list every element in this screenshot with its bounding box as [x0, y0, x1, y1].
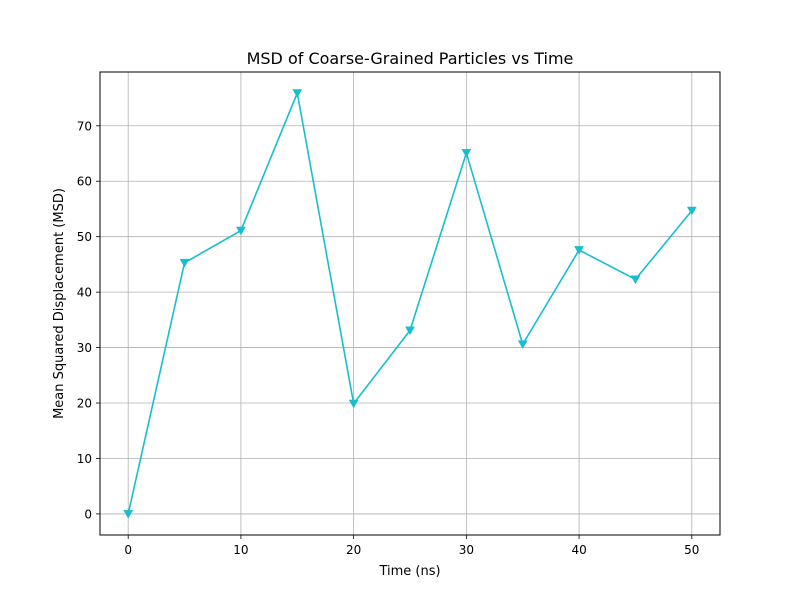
data-point	[179, 258, 190, 268]
data-point	[630, 275, 641, 285]
data-point	[517, 340, 528, 350]
series-layer	[123, 89, 697, 519]
data-point	[292, 89, 303, 98]
x-tick-label: 30	[459, 543, 474, 557]
chart-title: MSD of Coarse-Grained Particles vs Time	[247, 49, 574, 68]
y-tick-label: 60	[77, 175, 92, 189]
y-tick-label: 0	[84, 507, 92, 521]
data-point	[405, 326, 415, 336]
y-axis-label: Mean Squared Displacement (MSD)	[52, 188, 67, 419]
x-axis-label: Time (ns)	[378, 564, 440, 579]
y-tick-label: 10	[77, 452, 92, 466]
data-point	[235, 226, 246, 236]
x-tick-label: 10	[233, 543, 248, 557]
y-tick-label: 70	[77, 119, 92, 133]
data-point	[686, 206, 697, 216]
x-tick-label: 40	[571, 543, 586, 557]
x-tick-label: 50	[684, 543, 699, 557]
grid	[100, 72, 720, 535]
data-point	[461, 149, 472, 158]
plot-frame	[99, 71, 721, 536]
y-tick-label: 30	[77, 341, 92, 355]
data-point	[123, 510, 134, 519]
y-tick-label: 50	[77, 230, 92, 244]
ticks: 0 10 20 30 40 50 0 10 20 30 40 50 60 70	[77, 119, 700, 557]
x-tick-label: 20	[346, 543, 361, 557]
data-point	[348, 399, 359, 409]
y-tick-label: 40	[77, 286, 92, 300]
x-tick-label: 0	[124, 543, 132, 557]
y-tick-label: 20	[77, 397, 92, 411]
data-point	[574, 246, 585, 255]
